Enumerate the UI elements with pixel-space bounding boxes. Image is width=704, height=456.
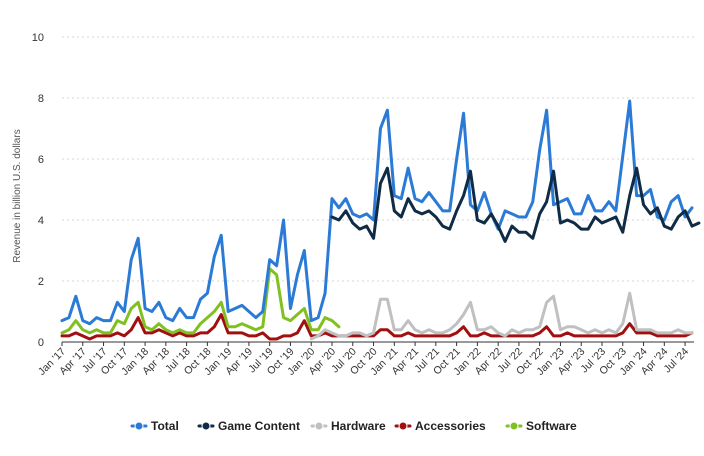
legend-dot-marker [201,421,211,431]
legend-label: Game Content [218,419,300,433]
series-line-hardware [309,291,694,341]
series-lines [60,99,701,341]
series-line-software [60,267,341,335]
legend-dot-marker [134,421,144,431]
series-line-total [60,99,694,326]
series-line-accessories [60,313,694,341]
legend-label: Accessories [415,419,486,433]
y-tick-label: 0 [38,337,44,349]
series-line-game-content [330,166,701,243]
y-tick-label: 6 [38,154,44,166]
legend-dot-marker [509,421,519,431]
grid [62,36,694,343]
legend-dot-marker [398,421,408,431]
legend-label: Total [151,419,179,433]
y-tick-label: 10 [32,32,44,44]
legend-item-game-content[interactable]: Game Content [197,419,300,433]
legend-item-software[interactable]: Software [505,419,577,433]
legend: Total Game Content Hardware Accessories Soft… [130,419,577,433]
legend-label: Software [526,419,577,433]
legend-item-accessories[interactable]: Accessories [394,419,486,433]
y-tick-label: 4 [38,215,44,227]
legend-label: Hardware [331,419,386,433]
y-axis-label: Revenue in billion U.S. dollars [12,129,23,262]
y-tick-label: 8 [38,93,44,105]
y-axis: 0 2 4 6 8 10 [32,32,44,349]
legend-dot-marker [314,421,324,431]
legend-item-hardware[interactable]: Hardware [310,419,386,433]
legend-item-total[interactable]: Total [130,419,179,433]
y-tick-label: 2 [38,276,44,288]
